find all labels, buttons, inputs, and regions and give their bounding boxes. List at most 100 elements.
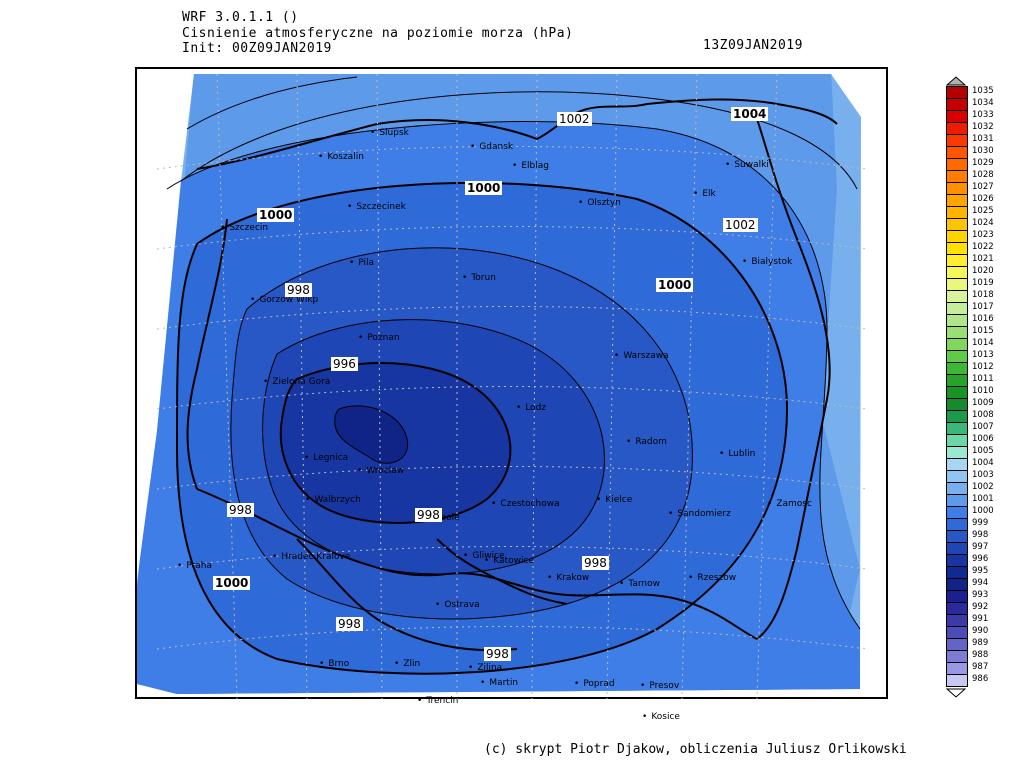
city-label: • Presov <box>640 681 680 691</box>
legend-level-label: 1027 <box>972 182 994 192</box>
legend-swatch <box>947 135 967 147</box>
legend-level-label: 1003 <box>972 470 994 480</box>
city-label: • Praha <box>177 561 213 571</box>
city-label: • Zielona Gora <box>263 377 331 387</box>
legend-level-label: 997 <box>972 542 989 552</box>
legend-swatch <box>947 603 967 615</box>
legend-level-label: 1030 <box>972 146 994 156</box>
city-label: • Lodz <box>516 403 547 413</box>
city-label: • Koszalin <box>318 152 364 162</box>
isobar-label: 1002 <box>723 218 758 232</box>
city-label: • Zamosc <box>767 499 812 509</box>
isobar-label: 998 <box>415 508 442 522</box>
legend-top-arrow <box>946 76 966 86</box>
legend-level-label: 1017 <box>972 302 994 312</box>
coastline-borders <box>186 98 838 652</box>
legend-swatch <box>947 327 967 339</box>
city-label: • Wroclaw <box>357 466 405 476</box>
legend-level-label: 990 <box>972 626 989 636</box>
city-label: • Slupsk <box>370 128 409 138</box>
legend-level-label: 1032 <box>972 122 994 132</box>
legend-level-label: 1029 <box>972 158 994 168</box>
isobar-label: 1002 <box>557 112 592 126</box>
legend-swatch <box>947 663 967 675</box>
legend-swatch <box>947 399 967 411</box>
legend-swatch <box>947 159 967 171</box>
legend-level-label: 1028 <box>972 170 994 180</box>
city-label: • Gdansk <box>470 142 514 152</box>
legend-level-label: 1010 <box>972 386 994 396</box>
city-label: • Sandomierz <box>668 509 731 519</box>
valid-time: 13Z09JAN2019 <box>703 38 803 53</box>
credits-footer: (c) skrypt Piotr Djakow, obliczenia Juli… <box>484 742 907 757</box>
city-label: • Hradec Kralove <box>272 552 351 562</box>
legend-swatch <box>947 411 967 423</box>
city-label: • Krakow <box>547 573 590 583</box>
city-label: • Gorzow Wlkp <box>250 295 319 305</box>
legend-swatch <box>947 459 967 471</box>
city-label: • Torun <box>462 273 496 283</box>
legend-swatch <box>947 387 967 399</box>
city-label: • Zilina <box>468 663 503 673</box>
city-label: • Radom <box>626 437 667 447</box>
legend-swatch <box>947 207 967 219</box>
legend-level-label: 998 <box>972 530 989 540</box>
city-label: • Pila <box>349 258 375 268</box>
legend-level-label: 995 <box>972 566 989 576</box>
legend-swatch <box>947 87 967 99</box>
city-label: • Martin <box>480 678 519 688</box>
legend-level-label: 994 <box>972 578 989 588</box>
legend-level-label: 1015 <box>972 326 994 336</box>
legend-swatch <box>947 579 967 591</box>
city-label: • Elk <box>693 189 716 199</box>
city-label: • Lublin <box>719 449 756 459</box>
legend-level-label: 1013 <box>972 350 994 360</box>
legend-level-label: 1000 <box>972 506 994 516</box>
filled-contours <box>137 74 861 694</box>
isobar-label: 998 <box>227 503 254 517</box>
legend-swatch <box>947 183 967 195</box>
isobars <box>166 76 861 675</box>
city-label: • Rzeszow <box>688 573 737 583</box>
city-label: • Trencin <box>417 696 459 706</box>
city-label: • Legnica <box>304 453 349 463</box>
legend-swatch <box>947 651 967 663</box>
graticule <box>156 73 868 700</box>
legend-swatch <box>947 471 967 483</box>
legend-level-label: 1025 <box>972 206 994 216</box>
isobar-label: 998 <box>336 617 363 631</box>
legend-level-label: 996 <box>972 554 989 564</box>
legend-level-label: 1008 <box>972 410 994 420</box>
isobar-label: 1000 <box>213 576 251 590</box>
legend-level-label: 1023 <box>972 230 994 240</box>
legend-swatch <box>947 291 967 303</box>
legend-swatch <box>947 423 967 435</box>
isobar-label: 1000 <box>465 181 503 195</box>
city-label: • Olsztyn <box>578 198 621 208</box>
legend-level-label: 1022 <box>972 242 994 252</box>
legend-level-label: 989 <box>972 638 989 648</box>
legend-swatch <box>947 567 967 579</box>
legend-swatch <box>947 483 967 495</box>
legend-bottom-arrow <box>946 688 966 698</box>
legend-swatch <box>947 231 967 243</box>
legend-level-label: 1012 <box>972 362 994 372</box>
city-label: • Szczecin <box>220 223 269 233</box>
legend-swatch <box>947 315 967 327</box>
legend-swatch <box>947 495 967 507</box>
legend-swatch <box>947 147 967 159</box>
legend-level-label: 1016 <box>972 314 994 324</box>
legend-swatch <box>947 255 967 267</box>
legend-swatch <box>947 195 967 207</box>
legend-swatch <box>947 591 967 603</box>
legend-level-label: 987 <box>972 662 989 672</box>
legend-swatch <box>947 111 967 123</box>
legend-swatch <box>947 243 967 255</box>
legend-level-label: 986 <box>972 674 989 684</box>
legend-level-label: 991 <box>972 614 989 624</box>
isobar-label: 998 <box>582 556 609 570</box>
legend-swatch <box>947 279 967 291</box>
legend-swatch <box>947 555 967 567</box>
isobar-label: 998 <box>285 283 312 297</box>
isobar-label: 1004 <box>731 107 769 121</box>
